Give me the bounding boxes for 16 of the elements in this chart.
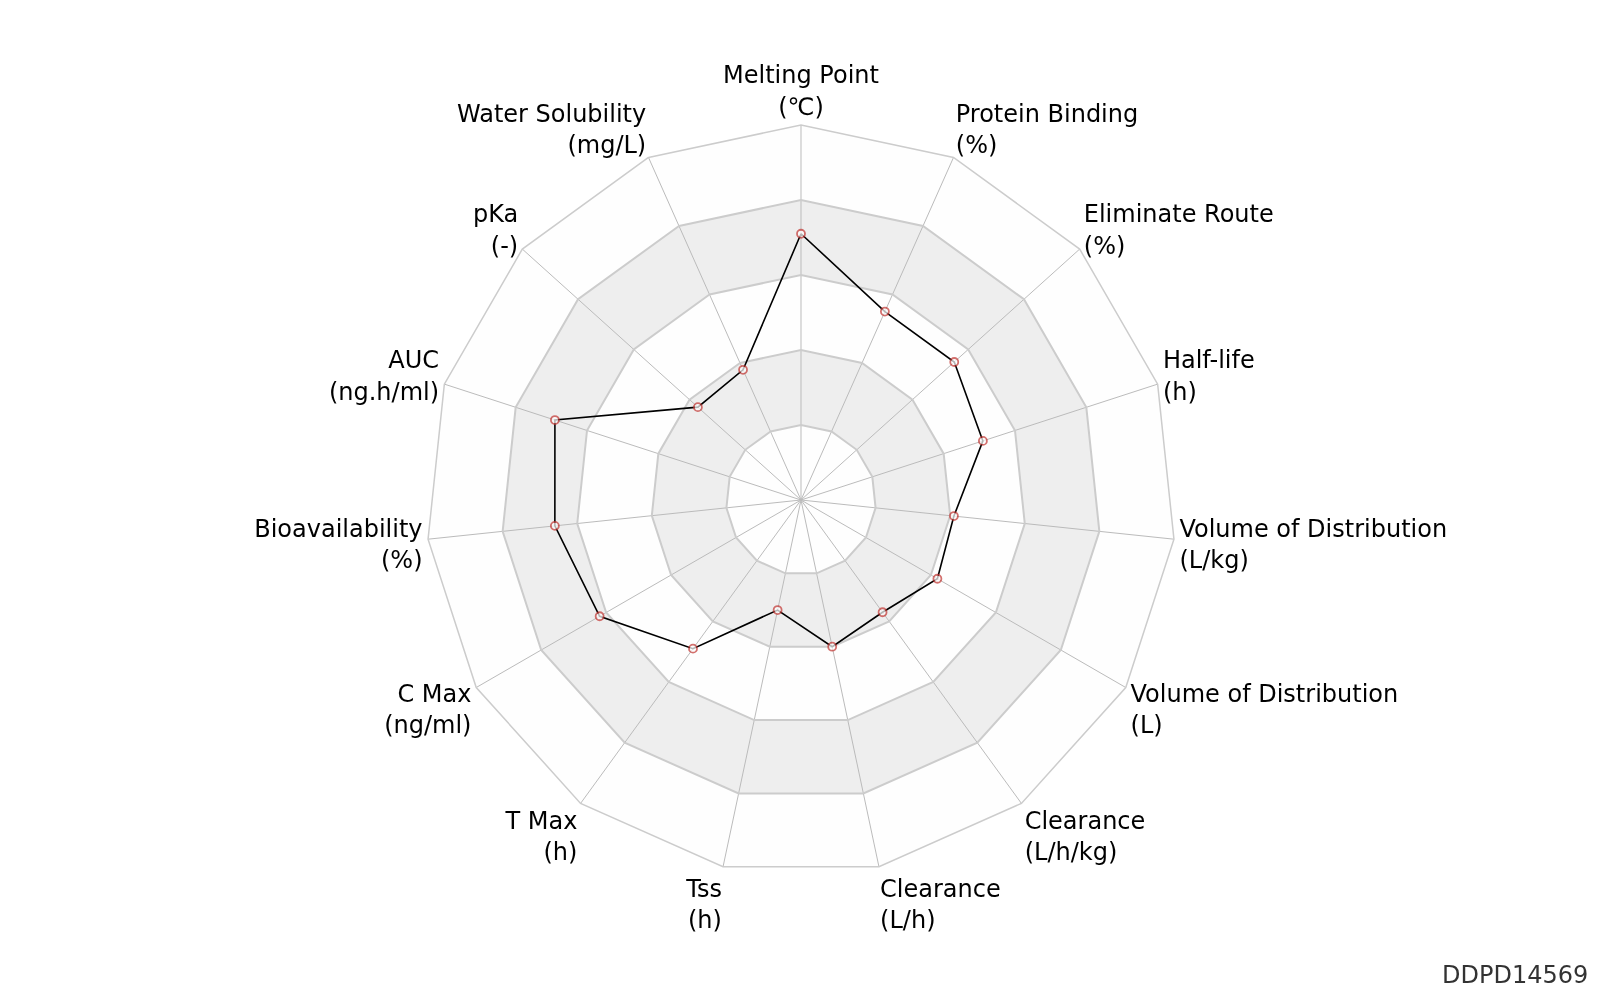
spoke-label: Volume of Distribution (L) [1130,679,1399,739]
spoke-label: Tss (h) [685,875,722,935]
spoke-label: Eliminate Route (%) [1083,200,1274,260]
spoke-label: Bioavailability (%) [254,514,423,574]
spoke-label: Volume of Distribution (L/kg) [1179,514,1448,574]
text: DDPD14569 [1442,961,1589,989]
spoke-label: Melting Point (℃) [723,61,879,121]
spoke-label: Clearance (L/h/kg) [1024,807,1146,867]
spoke-label: Clearance (L/h) [880,875,1001,935]
spoke-label: pKa (-) [472,200,519,260]
spoke-label: AUC (ng.h/ml) [328,346,440,406]
spoke-label: Water Solubility (mg/L) [456,99,647,159]
spoke-label: Protein Binding (%) [955,99,1139,159]
spoke-label: C Max (ng/ml) [384,679,472,739]
spoke-label: Half-life (h) [1162,346,1255,406]
spoke-label: T Max (h) [504,807,578,867]
